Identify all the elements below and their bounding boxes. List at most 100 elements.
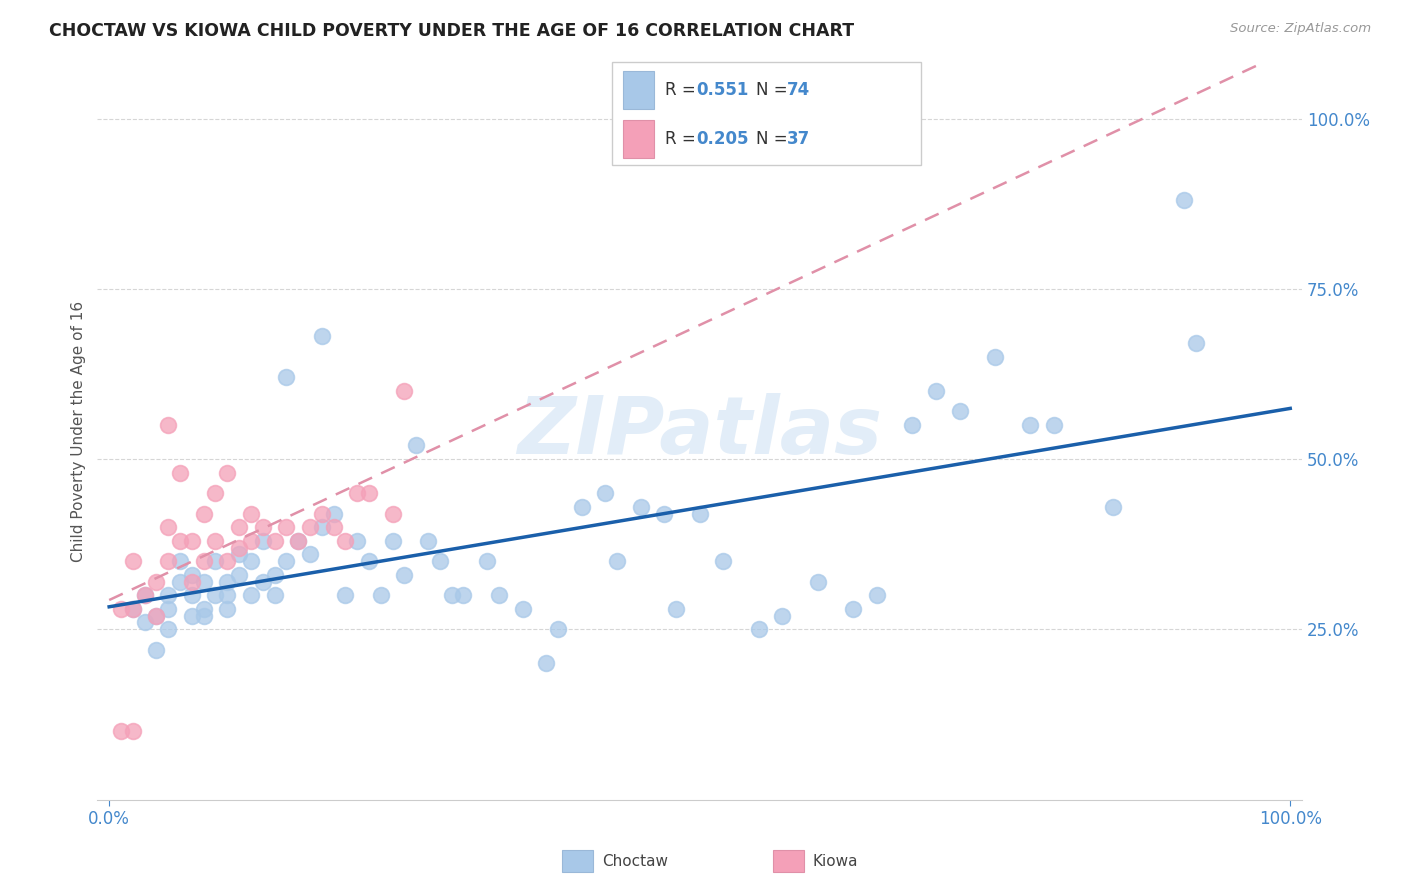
Point [381,507,404,521]
Text: Choctaw: Choctaw [602,854,668,869]
Point [145,642,167,657]
Point [228,547,250,561]
Point [547,622,569,636]
Point [370,588,392,602]
Point [134,588,156,602]
Point [429,554,451,568]
Point [239,533,262,548]
Point [180,574,202,589]
Point [180,588,202,602]
Point [405,438,427,452]
Text: 0.205: 0.205 [696,130,748,148]
Point [652,507,675,521]
Point [121,602,143,616]
Point [121,724,143,739]
Point [204,533,226,548]
Point [145,608,167,623]
Point [311,329,333,343]
Point [1173,194,1195,208]
Point [252,520,274,534]
Point [488,588,510,602]
Y-axis label: Child Poverty Under the Age of 16: Child Poverty Under the Age of 16 [72,301,86,562]
Point [394,567,416,582]
Text: 0.551: 0.551 [696,81,748,99]
Text: N =: N = [756,130,793,148]
Point [157,520,180,534]
Point [121,554,143,568]
Point [606,554,628,568]
Point [110,602,132,616]
Point [311,507,333,521]
Point [193,507,215,521]
Point [440,588,463,602]
Point [134,588,156,602]
Point [630,500,652,514]
Point [276,370,298,384]
Point [1019,417,1042,432]
Point [346,533,368,548]
Point [145,574,167,589]
Point [901,417,924,432]
Text: Source: ZipAtlas.com: Source: ZipAtlas.com [1230,22,1371,36]
Point [357,554,380,568]
Point [145,608,167,623]
Point [1102,500,1125,514]
Point [475,554,498,568]
Point [239,507,262,521]
Point [180,567,202,582]
Point [228,541,250,555]
Point [276,520,298,534]
Point [665,602,688,616]
Point [180,608,202,623]
Point [204,486,226,500]
Point [381,533,404,548]
Point [252,574,274,589]
Point [169,533,191,548]
Point [842,602,865,616]
Point [157,554,180,568]
Point [298,547,321,561]
Text: R =: R = [665,130,702,148]
Point [193,554,215,568]
Point [311,520,333,534]
Point [287,533,309,548]
Point [157,417,180,432]
Point [217,602,239,616]
Point [1043,417,1066,432]
Text: CHOCTAW VS KIOWA CHILD POVERTY UNDER THE AGE OF 16 CORRELATION CHART: CHOCTAW VS KIOWA CHILD POVERTY UNDER THE… [49,22,855,40]
Point [217,466,239,480]
Point [217,588,239,602]
Point [416,533,439,548]
Point [169,554,191,568]
Point [180,533,202,548]
Point [335,533,357,548]
Point [453,588,475,602]
Point [925,384,948,398]
Point [169,574,191,589]
Point [228,567,250,582]
Point [252,533,274,548]
Point [866,588,889,602]
Point [239,588,262,602]
Point [276,554,298,568]
Point [110,724,132,739]
Point [169,466,191,480]
Text: R =: R = [665,81,702,99]
Point [157,588,180,602]
Text: 37: 37 [787,130,811,148]
Point [204,554,226,568]
Point [689,507,711,521]
Point [322,520,344,534]
Point [322,507,344,521]
Point [1184,336,1206,351]
Point [711,554,734,568]
Point [571,500,593,514]
Point [335,588,357,602]
Point [217,574,239,589]
Point [357,486,380,500]
Point [193,574,215,589]
Text: N =: N = [756,81,793,99]
Point [157,602,180,616]
Point [298,520,321,534]
Point [263,567,285,582]
